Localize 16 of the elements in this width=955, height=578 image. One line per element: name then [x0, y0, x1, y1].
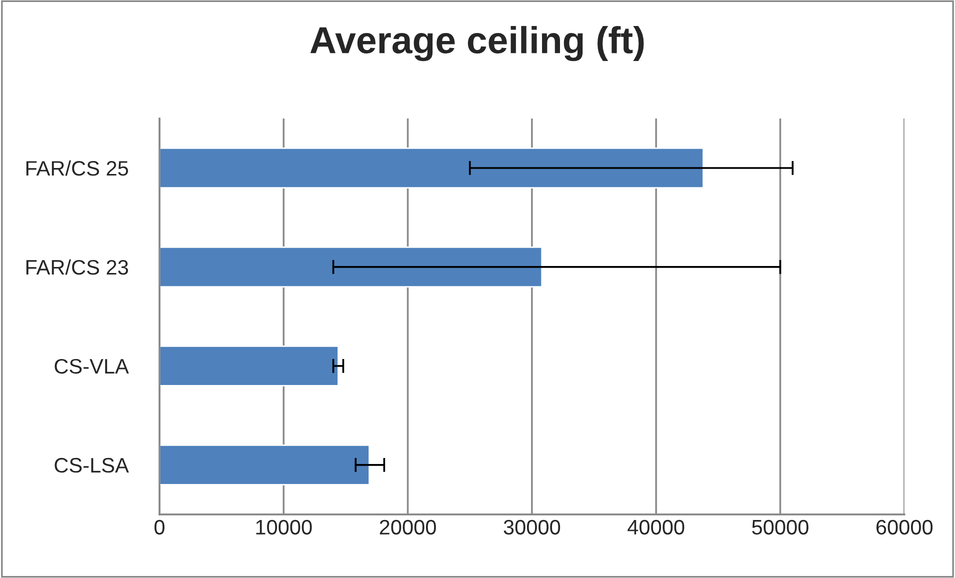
chart-title: Average ceiling (ft) — [310, 26, 644, 62]
bar — [159, 147, 704, 188]
bar — [159, 246, 543, 288]
y-tick-label: CS-VLA — [54, 358, 129, 374]
y-tick-label: FAR/CS 25 — [26, 160, 128, 176]
bar — [159, 345, 339, 386]
x-tick-label: 0 — [154, 520, 164, 535]
x-tick-label: 60000 — [876, 520, 933, 535]
bar — [159, 444, 370, 486]
y-tick-label: CS-LSA — [54, 458, 129, 473]
x-tick-label: 20000 — [380, 520, 436, 535]
x-tick-label: 30000 — [504, 520, 560, 535]
y-tick-label: FAR/CS 23 — [26, 259, 128, 275]
x-tick-label: 10000 — [256, 520, 312, 535]
x-tick-label: 50000 — [752, 520, 808, 535]
x-tick-label: 40000 — [628, 520, 684, 535]
